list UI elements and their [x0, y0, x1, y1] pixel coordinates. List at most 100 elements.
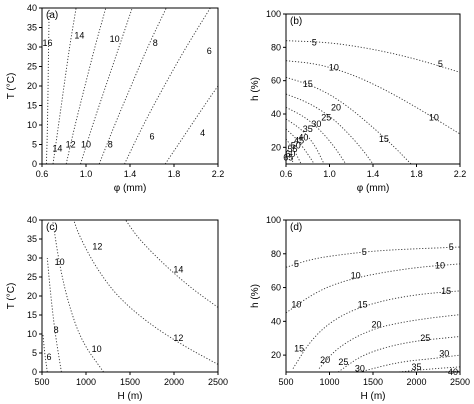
contour-line-35 — [399, 366, 460, 372]
contour-label-20: 20 — [320, 355, 330, 365]
y-tick-label: 40 — [27, 215, 37, 225]
chart-panel-3: 6 8 10 10 12 12 14 500 1000 1500 2000 2500 0 5 10 15 20 2… — [6, 215, 228, 402]
contour-line-10 — [80, 8, 133, 164]
y-tick-label: 20 — [271, 350, 281, 360]
contour-line-40 — [286, 138, 302, 164]
y-tick-label: 15 — [27, 310, 37, 320]
panel-label: (b) — [290, 16, 302, 27]
y-tick-label: 35 — [27, 23, 37, 33]
x-tick-label: 1500 — [120, 377, 140, 387]
contour-label-10: 10 — [110, 34, 120, 44]
contour-lines — [45, 8, 218, 164]
contour-label-40: 40 — [298, 132, 308, 142]
contour-label-12: 12 — [66, 140, 76, 150]
contour-line-6 — [42, 333, 48, 372]
contour-label-14: 14 — [173, 264, 183, 274]
y-tick-label: 0 — [32, 159, 37, 169]
contour-label-35: 35 — [303, 124, 313, 134]
panel-label: (d) — [290, 222, 302, 233]
contour-label-10: 10 — [55, 257, 65, 267]
contour-label-6: 6 — [207, 46, 212, 56]
y-tick-label: 100 — [266, 9, 281, 19]
y-tick-label: 60 — [271, 283, 281, 293]
y-axis-label: T (°C) — [6, 73, 17, 100]
contour-label-25: 25 — [321, 112, 331, 122]
y-axis-label: T (°C) — [6, 283, 17, 310]
x-tick-label: 2.2 — [454, 169, 467, 179]
y-tick-label: 30 — [27, 42, 37, 52]
y-tick-label: 40 — [271, 109, 281, 119]
contour-label-12: 12 — [173, 333, 183, 343]
contour-label-35: 35 — [411, 362, 421, 372]
y-axis-label: h (%) — [250, 77, 261, 101]
x-axis-label: H (m) — [118, 391, 143, 402]
contour-label-5: 5 — [294, 259, 299, 269]
panel-label: (c) — [46, 222, 58, 233]
contour-label-25: 25 — [420, 333, 430, 343]
contour-label-50: 50 — [291, 141, 301, 151]
contour-label-30: 30 — [355, 364, 365, 374]
contour-label-30: 30 — [311, 119, 321, 129]
contour-line-30 — [286, 118, 325, 164]
contour-line-10 — [286, 263, 460, 314]
contour-line-6 — [124, 8, 211, 164]
contour-label-15: 15 — [379, 134, 389, 144]
x-tick-label: 2.2 — [212, 169, 225, 179]
contour-line-16 — [45, 8, 50, 164]
panel-label: (a) — [46, 10, 58, 21]
contour-lines — [42, 220, 218, 372]
contour-label-4: 4 — [200, 128, 205, 138]
contour-label-8: 8 — [153, 38, 158, 48]
x-tick-label: 1.4 — [124, 169, 137, 179]
x-tick-label: 2000 — [164, 377, 184, 387]
x-tick-label: 2000 — [406, 377, 426, 387]
y-tick-label: 35 — [27, 234, 37, 244]
contour-line-8 — [98, 8, 167, 164]
contour-lines — [286, 40, 460, 164]
contour-line-4 — [164, 85, 218, 164]
contour-label-10: 10 — [92, 344, 102, 354]
contour-label-15: 15 — [303, 79, 313, 89]
x-tick-label: 2500 — [450, 377, 470, 387]
contour-line-10 — [286, 60, 460, 135]
contour-label-10: 10 — [429, 112, 439, 122]
contour-line-14 — [125, 220, 218, 308]
y-tick-label: 20 — [27, 291, 37, 301]
x-tick-label: 0.6 — [36, 169, 49, 179]
contour-label-20: 20 — [331, 102, 341, 112]
contour-label-12: 12 — [92, 242, 102, 252]
x-tick-label: 500 — [278, 377, 293, 387]
y-tick-label: 15 — [27, 101, 37, 111]
contour-label-5: 5 — [438, 59, 443, 69]
contour-label-5: 5 — [362, 247, 367, 257]
contour-label-5: 5 — [449, 242, 454, 252]
contour-label-10: 10 — [351, 271, 361, 281]
y-tick-label: 40 — [27, 3, 37, 13]
x-tick-label: 2500 — [208, 377, 228, 387]
y-tick-label: 30 — [27, 253, 37, 263]
y-axis-label: h (%) — [250, 284, 261, 308]
contour-label-8: 8 — [54, 325, 59, 335]
x-tick-label: 0.6 — [280, 169, 293, 179]
contour-line-12 — [65, 8, 107, 164]
contour-line-15 — [292, 290, 460, 369]
plot-frame — [41, 219, 219, 373]
x-tick-label: 1.8 — [410, 169, 423, 179]
x-axis-label: H (m) — [361, 391, 386, 402]
contour-label-10: 10 — [291, 299, 301, 309]
contour-line-5 — [286, 40, 460, 73]
contour-label-60: 60 — [285, 149, 295, 159]
x-axis-label: φ (mm) — [357, 183, 390, 194]
contour-lines — [286, 246, 460, 372]
x-tick-label: 1.8 — [168, 169, 181, 179]
y-tick-label: 100 — [266, 215, 281, 225]
contour-line-14 — [52, 8, 77, 164]
contour-label-15: 15 — [441, 286, 451, 296]
contour-line-45 — [286, 147, 295, 164]
contour-line-8 — [46, 257, 62, 372]
y-tick-label: 20 — [27, 81, 37, 91]
contour-label-14: 14 — [74, 30, 84, 40]
contour-label-45: 45 — [294, 136, 304, 146]
contour-line-25 — [286, 106, 347, 164]
contour-label-25: 25 — [338, 357, 348, 367]
